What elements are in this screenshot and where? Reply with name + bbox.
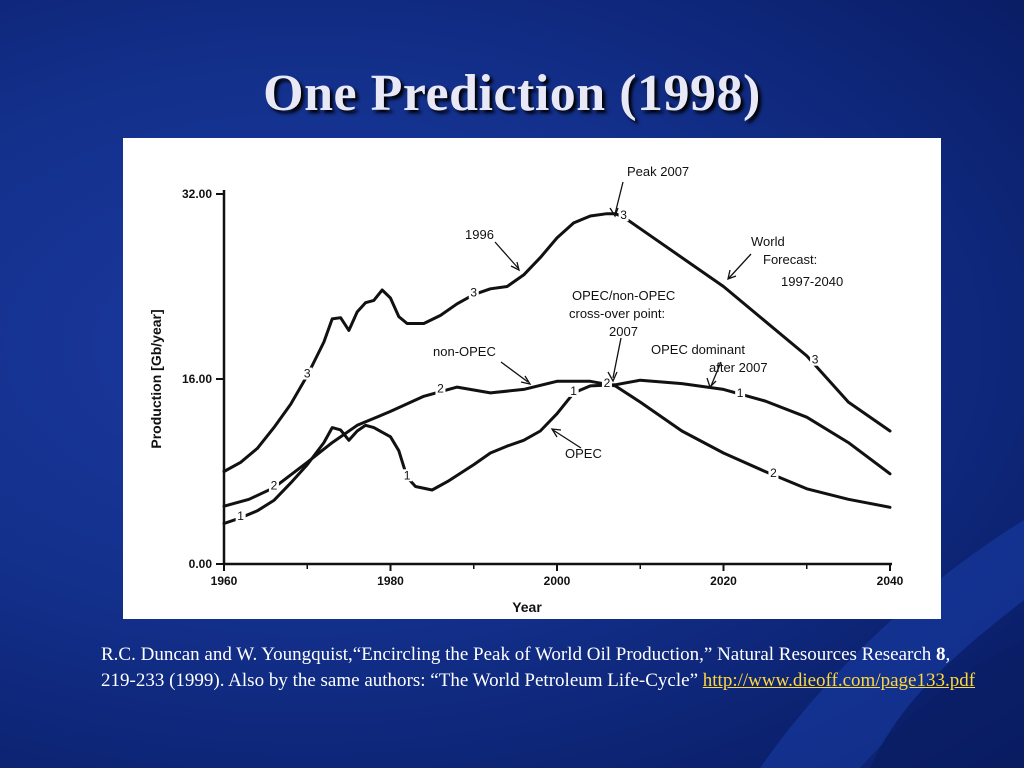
citation-text-2: , 219-233 (1999). Also by the same autho…: [101, 644, 951, 691]
citation-link[interactable]: http://www.dieoff.com/page133.pdf: [702, 670, 976, 691]
y-tick-label: 16.00: [182, 372, 212, 386]
curve-marker-label: 2: [604, 376, 611, 390]
curve-marker-bg: [568, 384, 579, 397]
oil-production-chart: 0.00 16.00 32.00 1960 1980 2000 2020 2040 Year Pr…: [148, 164, 904, 615]
chart-panel: 0.00 16.00 32.00 1960 1980 2000 2020 2040 Year Pr…: [123, 138, 941, 619]
annotation-opec: OPEC: [565, 446, 602, 461]
x-tick-label: 1980: [377, 574, 404, 588]
annotation-forecast-years: 1997-2040: [781, 274, 843, 289]
citation-text-1: R.C. Duncan and W. Youngquist,“Encirclin…: [101, 644, 937, 665]
annotation-opec-dominant: OPEC dominant: [651, 342, 745, 357]
curve-marker-label: 1: [737, 386, 744, 400]
curve-marker-bg: [810, 353, 821, 366]
x-axis-title: Year: [512, 599, 542, 615]
y-tick-label: 32.00: [182, 187, 212, 201]
annotation-non-opec: non-OPEC: [433, 344, 496, 359]
series-line-3: [222, 212, 892, 473]
curve-marker-bg: [735, 387, 746, 400]
curve-marker-label: 3: [304, 367, 311, 381]
x-tick-label: 2020: [710, 574, 737, 588]
series-line-1: [222, 378, 892, 525]
annotation-world: World: [751, 234, 785, 249]
annotation-crossover-1: OPEC/non-OPEC: [572, 288, 675, 303]
curve-marker-bg: [402, 469, 413, 482]
curve-marker-label: 1: [237, 509, 244, 523]
curve-marker-bg: [618, 209, 629, 222]
curve-marker-bg: [435, 382, 446, 395]
x-tick-label: 2000: [544, 574, 571, 588]
x-tick-label: 2040: [877, 574, 904, 588]
curve-marker-label: 1: [404, 468, 411, 482]
curve-marker-bg: [268, 479, 279, 492]
annotation-peak-2007: Peak 2007: [627, 164, 689, 179]
citation-volume: 8: [936, 644, 946, 665]
curve-marker-label: 2: [770, 466, 777, 480]
curve-marker-bg: [601, 376, 612, 389]
y-tick-label: 0.00: [189, 557, 213, 571]
curve-marker-label: 2: [437, 382, 444, 396]
citation: R.C. Duncan and W. Youngquist,“Encirclin…: [101, 642, 981, 694]
y-axis-title: Production [Gb/year]: [148, 309, 164, 448]
annotation-after-2007: after 2007: [709, 360, 768, 375]
curve-marker-bg: [302, 367, 313, 380]
curve-marker-label: 2: [271, 479, 278, 493]
annotation-crossover-2: cross-over point:: [569, 306, 665, 321]
annotation-arrows: [494, 181, 752, 449]
annotation-forecast: Forecast:: [763, 252, 817, 267]
annotation-crossover-3: 2007: [609, 324, 638, 339]
x-tick-label: 1960: [211, 574, 238, 588]
curve-marker-bg: [235, 509, 246, 522]
curve-marker-label: 3: [470, 286, 477, 300]
curve-marker-label: 1: [570, 384, 577, 398]
curve-marker-bg: [768, 466, 779, 479]
curve-marker-label: 3: [812, 353, 819, 367]
slide-title: One Prediction (1998): [263, 65, 761, 122]
curve-marker-bg: [468, 286, 479, 299]
curve-marker-label: 3: [620, 208, 627, 222]
annotation-1996: 1996: [465, 227, 494, 242]
